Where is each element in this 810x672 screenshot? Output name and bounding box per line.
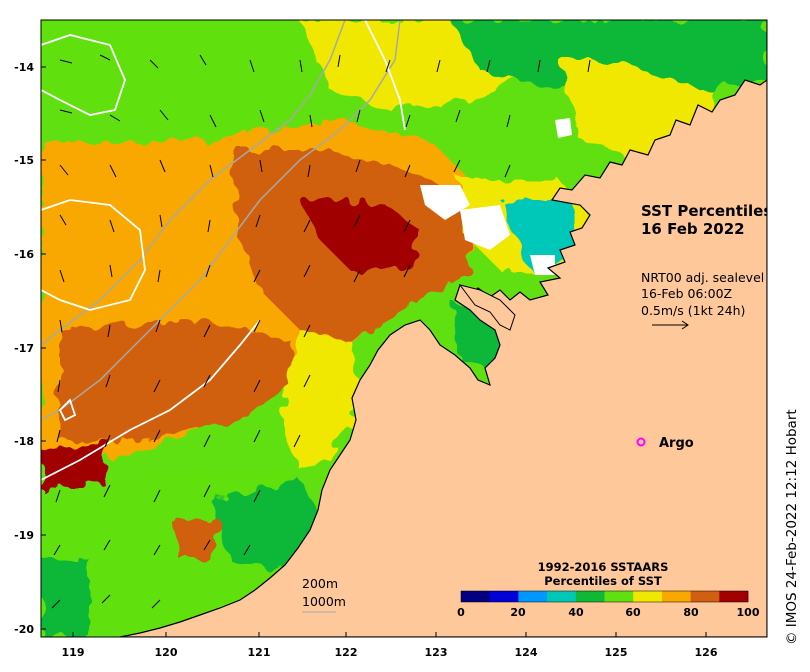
argo-label: Argo — [659, 436, 694, 451]
latitude-axis: -14 -15 -16 -17 -18 -19 -20 — [14, 61, 46, 636]
lat-tick-16: -16 — [14, 248, 34, 261]
lon-tick-122: 122 — [335, 646, 358, 659]
lon-tick-125: 125 — [605, 646, 628, 659]
lat-tick-15: -15 — [14, 154, 34, 167]
lat-tick-14: -14 — [14, 61, 34, 74]
colorbar-swatch-0 — [461, 591, 490, 602]
percentile-contours — [41, 20, 406, 481]
colorbar-tick-100: 100 — [737, 606, 760, 619]
lat-tick-19: -19 — [14, 529, 34, 542]
colorbar-swatch-9 — [719, 591, 749, 602]
credit-label: © IMOS 24-Feb-2022 12:12 Hobart — [784, 409, 800, 645]
colorbar-tick-60: 60 — [625, 606, 641, 619]
current-info-line3: 0.5m/s (1kt 24h) — [641, 303, 745, 318]
legend-title-line2: Percentiles of SST — [544, 574, 662, 588]
lon-tick-126: 126 — [695, 646, 718, 659]
colorbar-swatch-8 — [690, 591, 720, 602]
lat-tick-18: -18 — [14, 435, 34, 448]
colorbar-tick-40: 40 — [568, 606, 584, 619]
colorbar-frame — [460, 590, 749, 603]
colorbar-tick-20: 20 — [510, 606, 526, 619]
longitude-axis: 119 120 121 122 123 124 125 126 — [62, 632, 718, 659]
sst-percentile-colorbar — [460, 590, 749, 603]
lon-tick-124: 124 — [515, 646, 538, 659]
inlet-land — [458, 284, 516, 331]
map-title-line1: SST Percentiles — [641, 202, 772, 220]
map-title-line2: 16 Feb 2022 — [641, 220, 745, 238]
lon-tick-119: 119 — [62, 646, 85, 659]
reference-current-arrow — [652, 320, 689, 330]
no-data-patches — [420, 118, 572, 275]
current-vectors — [51, 54, 591, 609]
colorbar-swatch-3 — [547, 591, 577, 602]
bathymetry-label-1000m: 1000m — [302, 594, 346, 609]
lat-tick-20: -20 — [14, 623, 34, 636]
legend-title-line1: 1992-2016 SSTAARS — [538, 560, 669, 574]
bathymetry-contours — [41, 20, 401, 421]
land-mass — [119, 20, 767, 637]
colorbar-swatch-1 — [489, 591, 519, 602]
current-info-line1: NRT00 adj. sealevel — [641, 270, 764, 285]
lon-tick-121: 121 — [248, 646, 271, 659]
colorbar-tick-0: 0 — [457, 606, 465, 619]
lon-tick-123: 123 — [425, 646, 448, 659]
colorbar-swatch-7 — [661, 591, 691, 602]
sst-percentile-patches — [41, 20, 767, 637]
colorbar-swatch-5 — [604, 591, 634, 602]
argo-float-marker — [636, 437, 646, 447]
colorbar-tick-80: 80 — [683, 606, 699, 619]
colorbar-swatch-2 — [518, 591, 548, 602]
map-plot-area: SST Percentiles 16 Feb 2022 NRT00 adj. s… — [41, 20, 772, 637]
lon-tick-120: 120 — [155, 646, 178, 659]
colorbar-tick-labels: 0 20 40 60 80 100 — [457, 606, 760, 619]
colorbar-swatch-4 — [575, 591, 605, 602]
colorbar-swatch-6 — [633, 591, 663, 602]
bathymetry-label-200m: 200m — [302, 576, 338, 591]
plot-frame — [40, 19, 768, 638]
current-info-line2: 16-Feb 06:00Z — [641, 286, 732, 301]
lat-tick-17: -17 — [14, 342, 34, 355]
